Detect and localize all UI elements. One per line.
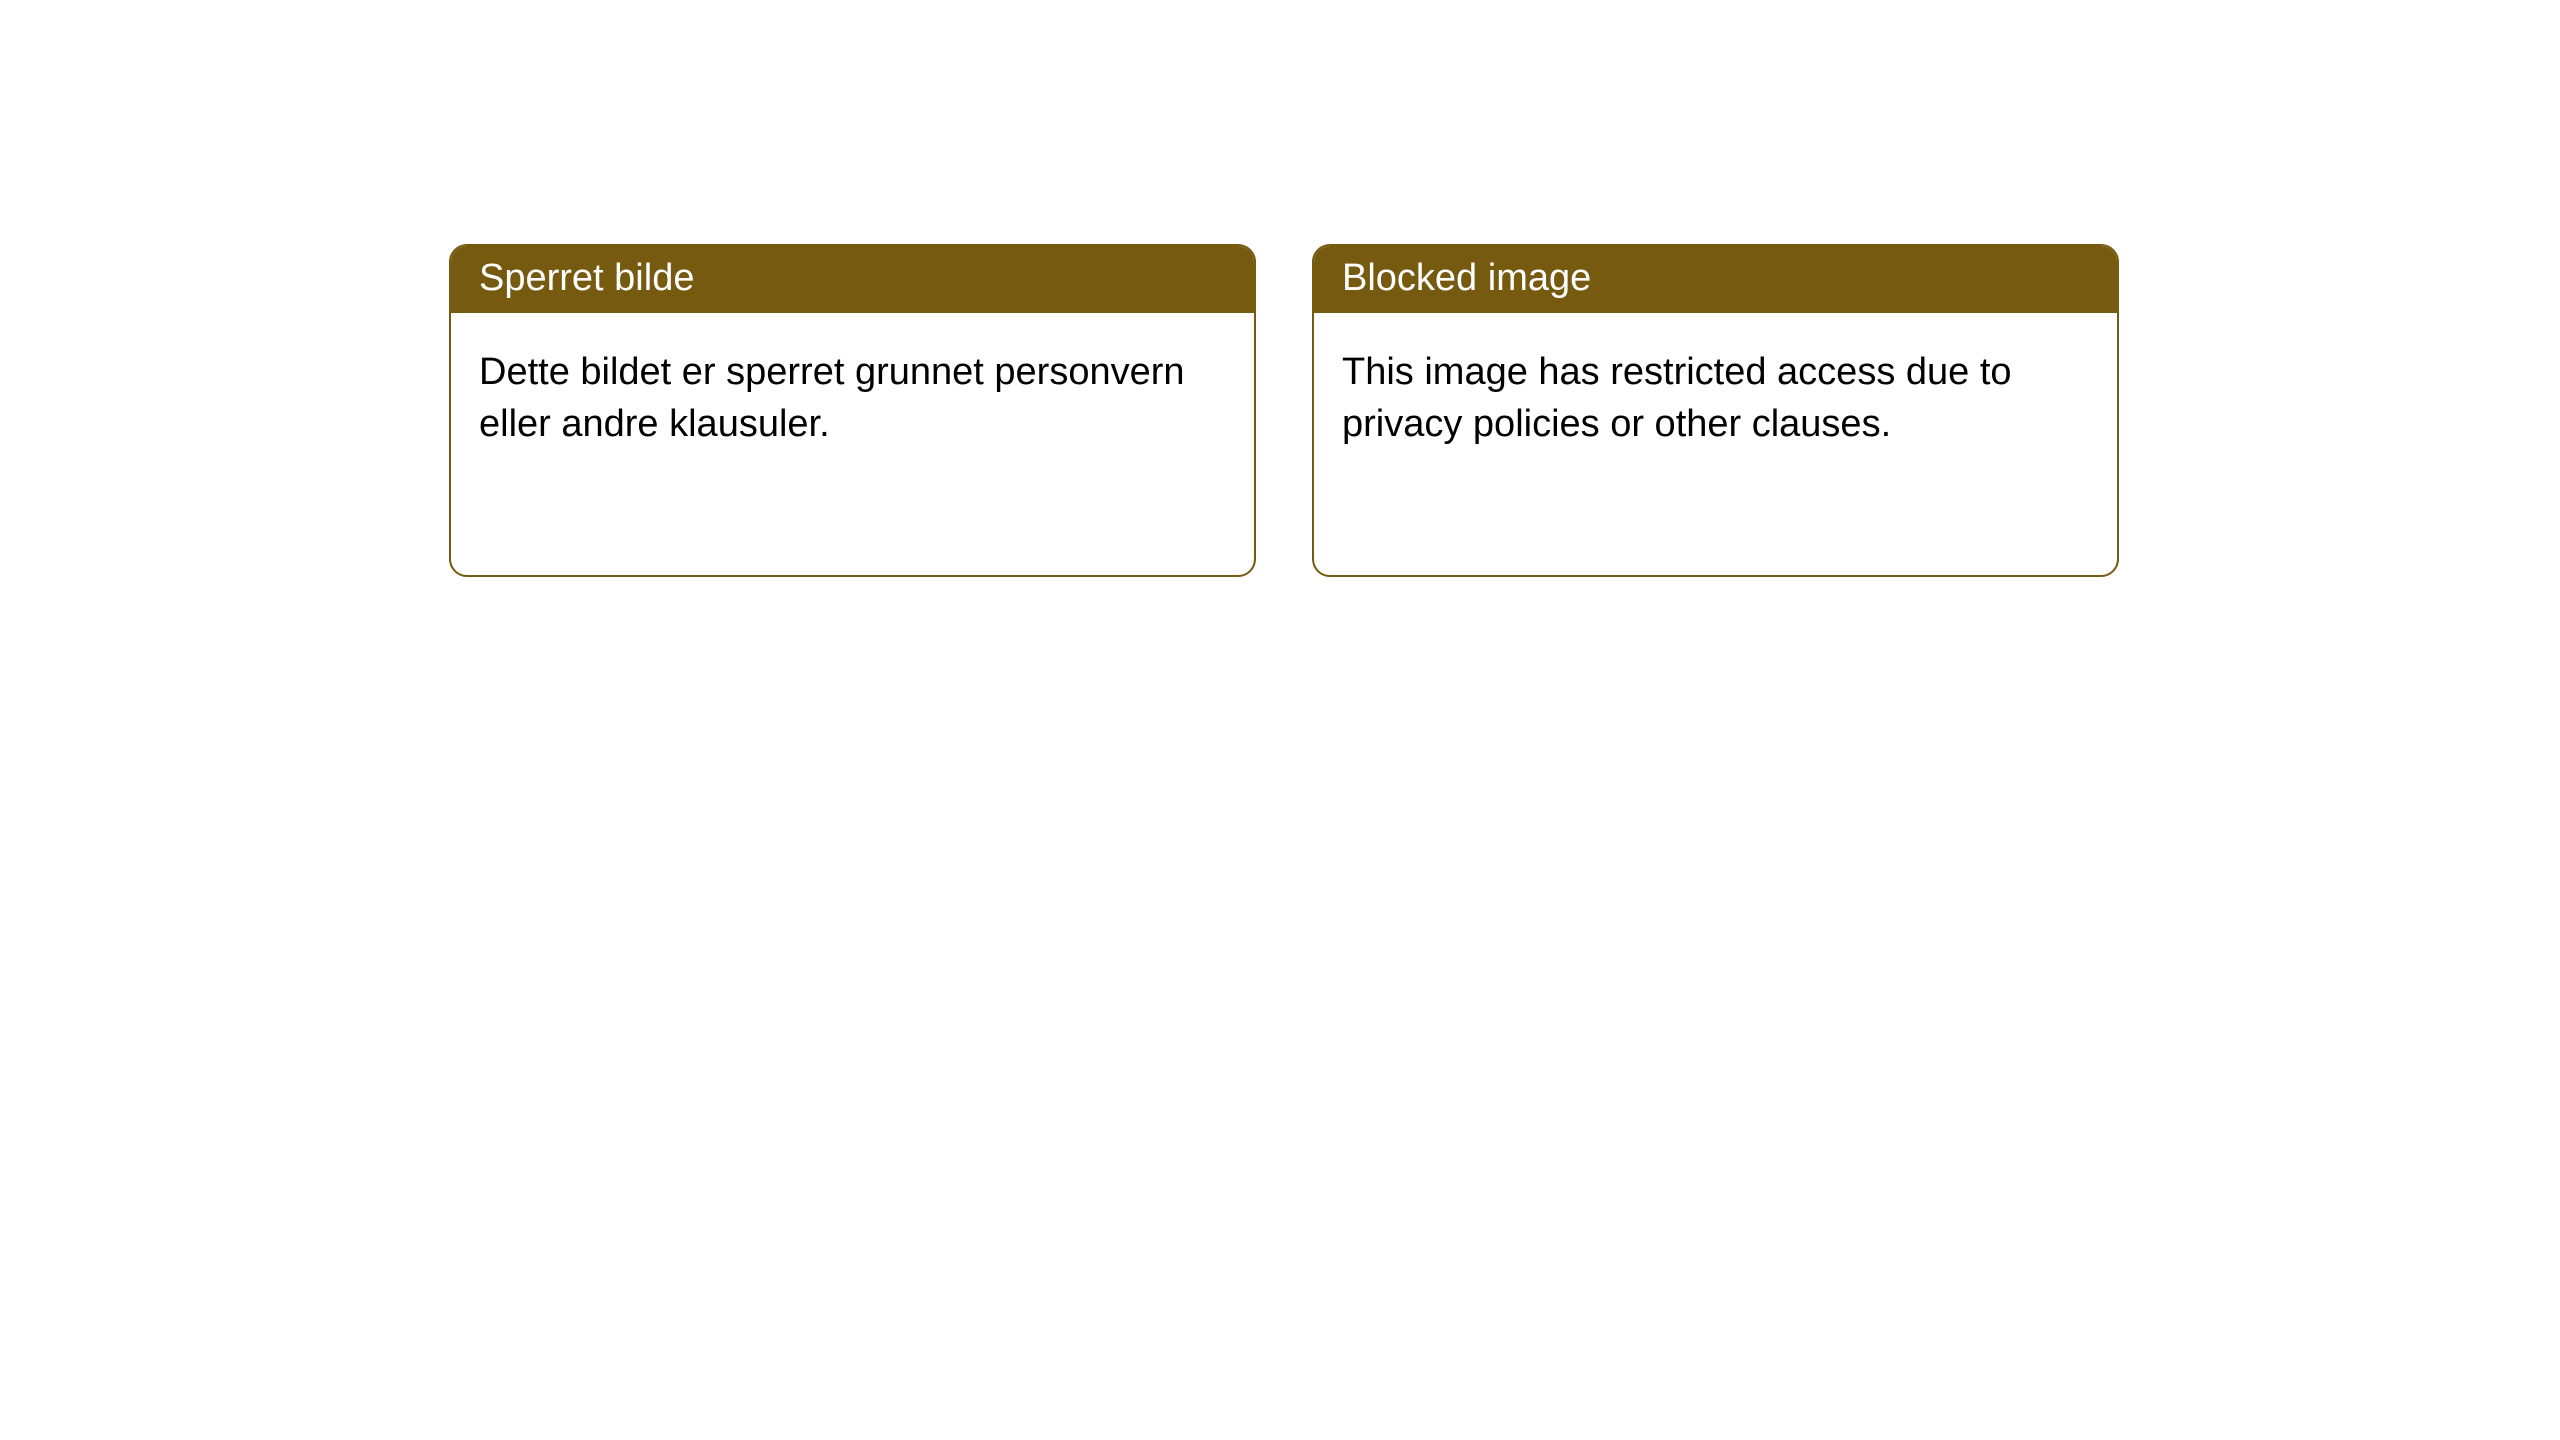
card-header: Blocked image [1314, 246, 2117, 313]
card-title: Sperret bilde [479, 257, 694, 299]
card-body: Dette bildet er sperret grunnet personve… [451, 313, 1254, 484]
card-header: Sperret bilde [451, 246, 1254, 313]
blocked-image-card-no: Sperret bilde Dette bildet er sperret gr… [449, 244, 1256, 577]
cards-container: Sperret bilde Dette bildet er sperret gr… [0, 0, 2560, 577]
card-body-text: Dette bildet er sperret grunnet personve… [479, 351, 1185, 444]
card-body-text: This image has restricted access due to … [1342, 351, 2012, 444]
card-body: This image has restricted access due to … [1314, 313, 2117, 484]
card-title: Blocked image [1342, 257, 1591, 299]
blocked-image-card-en: Blocked image This image has restricted … [1312, 244, 2119, 577]
